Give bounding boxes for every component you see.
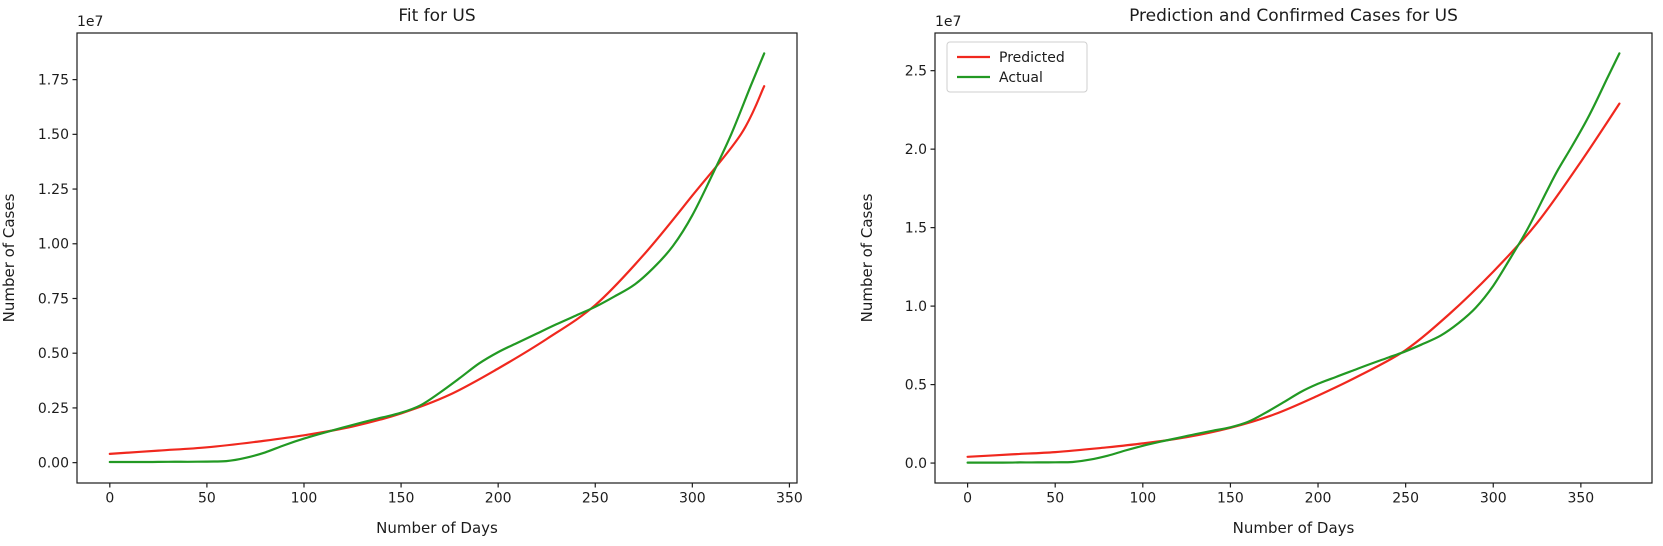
y-tick-label: 1.50 [38,127,69,143]
x-tick-label: 250 [1392,491,1419,507]
y-tick-label: 0.25 [38,401,69,417]
y-tick-label: 1.00 [38,237,69,253]
y-tick-label: 1.5 [905,221,927,237]
y-tick-label: 0.75 [38,291,69,307]
axes-spines [76,32,798,484]
series-line-predicted [966,102,1621,458]
y-axis-offset-text: 1e7 [935,14,961,30]
y-tick-label: 0.00 [38,456,69,472]
y-tick-label: 0.5 [905,377,927,393]
x-axis-label: Number of Days [1233,519,1355,537]
y-axis-label: Number of Cases [858,193,876,322]
y-tick-label: 1.0 [905,299,927,315]
x-tick-label: 0 [963,491,972,507]
y-axis-label: Number of Cases [0,193,18,322]
y-tick-label: 2.5 [905,64,927,80]
x-tick-label: 100 [291,491,318,507]
x-tick-label: 150 [1217,491,1244,507]
x-tick-label: 300 [679,491,706,507]
x-tick-label: 350 [1567,491,1594,507]
x-axis-label: Number of Days [376,519,498,537]
legend: Predicted Actual [946,41,1088,93]
y-tick-label: 2.0 [905,142,927,158]
chart-title: Fit for US [398,6,475,26]
x-tick-label: 100 [1129,491,1156,507]
x-tick-label: 200 [485,491,512,507]
axes-spines [934,32,1653,484]
y-tick-label: 1.25 [38,182,69,198]
y-tick-label: 0.50 [38,346,69,362]
prediction-chart-group: 0 50 100 150 200 250 300 350 0.0 0.5 1.0 1.5 2.0 2.5 P… [858,6,1653,537]
x-tick-label: 250 [582,491,609,507]
y-axis-offset-text: 1e7 [77,14,103,30]
y-tick-label: 0.0 [905,456,927,472]
x-tick-label: 50 [1046,491,1064,507]
series-line-actual [108,52,766,464]
fit-chart-group: 0 50 100 150 200 250 300 350 0.00 0.25 0.50 0.75 1.0… [0,6,803,537]
x-tick-label: 50 [198,491,216,507]
x-tick-label: 200 [1305,491,1332,507]
series-line-predicted [108,85,766,455]
y-tick-label: 1.75 [38,73,69,89]
x-tick-label: 300 [1480,491,1507,507]
series-line-actual [966,52,1621,464]
chart-title: Prediction and Confirmed Cases for US [1129,6,1458,26]
legend-label-predicted: Predicted [999,50,1065,66]
x-tick-label: 150 [388,491,415,507]
x-tick-label: 0 [105,491,114,507]
legend-box [946,41,1088,93]
legend-label-actual: Actual [999,70,1043,86]
x-tick-label: 350 [776,491,803,507]
